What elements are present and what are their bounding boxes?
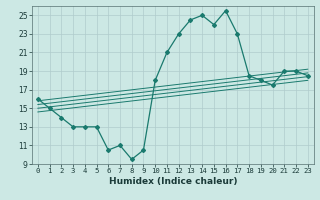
- X-axis label: Humidex (Indice chaleur): Humidex (Indice chaleur): [108, 177, 237, 186]
